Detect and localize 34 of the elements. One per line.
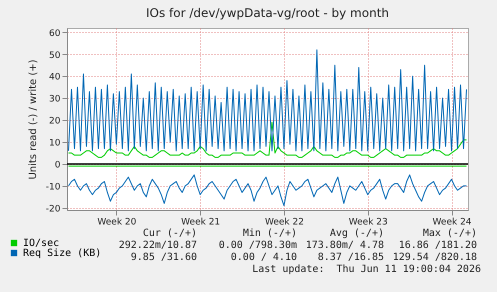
legend-label: Req Size (KB) bbox=[23, 248, 102, 259]
y-tick-label: 20 bbox=[49, 116, 61, 127]
text: Avg (-/+) bbox=[328, 228, 384, 240]
text: 8.37 /16.85 bbox=[316, 252, 384, 264]
text: 173.80m/ 4.78 bbox=[304, 240, 384, 252]
line-series bbox=[68, 122, 468, 158]
text: Max (-/+) bbox=[422, 228, 477, 240]
text: Min (-/+) bbox=[242, 228, 297, 240]
x-tick-label: Week 24 bbox=[432, 218, 472, 228]
y-axis-title: Units read (-) / write (+) bbox=[28, 59, 39, 180]
line-series bbox=[68, 49, 468, 152]
text: Cur (-/+) bbox=[142, 228, 197, 240]
x-tick-label: Week 21 bbox=[181, 218, 220, 228]
legend-label: IO/sec bbox=[23, 238, 60, 249]
text: 0.00 /798.30m bbox=[218, 240, 297, 252]
text: 129.54 /820.18 bbox=[392, 252, 477, 264]
x-tick-label: Week 20 bbox=[97, 218, 137, 228]
y-tick-label: 50 bbox=[49, 50, 61, 61]
y-tick-label: 0 bbox=[54, 160, 61, 170]
text: 16.86 /181.20 bbox=[398, 240, 477, 252]
text: 0.00 / 4.10 bbox=[230, 252, 297, 264]
y-tick-label: -10 bbox=[46, 182, 61, 192]
text: 292.22m/10.87 bbox=[118, 240, 197, 251]
y-tick-label: 30 bbox=[49, 94, 61, 105]
text: Last update: Thu Jun 11 19:00:04 2026 bbox=[252, 264, 481, 275]
y-tick-label: -20 bbox=[46, 204, 61, 214]
chart-title: IOs for /dev/ywpData-vg/root - by month bbox=[146, 6, 390, 20]
text: 9.85 /31.60 bbox=[130, 252, 197, 263]
x-tick-label: Week 23 bbox=[348, 218, 388, 228]
y-tick-label: 40 bbox=[49, 72, 61, 83]
line-series bbox=[68, 174, 468, 206]
x-tick-label: Week 22 bbox=[264, 218, 304, 228]
y-tick-label: 10 bbox=[49, 138, 61, 149]
y-tick-label: 60 bbox=[49, 28, 61, 39]
